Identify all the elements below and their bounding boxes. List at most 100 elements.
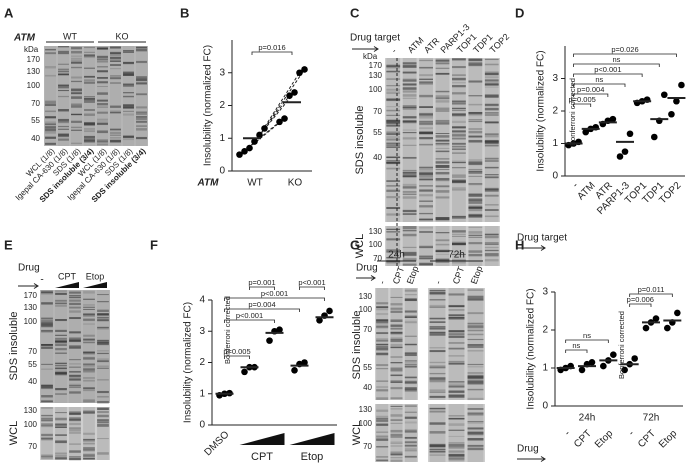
gel-band: [69, 306, 81, 309]
gel-band: [429, 326, 446, 328]
gel-band: [55, 371, 67, 375]
gel-band: [97, 81, 108, 84]
gel-band: [402, 94, 417, 97]
gel-band: [386, 231, 401, 233]
gel-band: [390, 356, 403, 358]
gel-band: [110, 46, 121, 49]
gel-band: [69, 337, 81, 340]
gel-band: [468, 215, 483, 218]
y-tick-label: 3: [542, 287, 548, 298]
gel-band: [484, 176, 499, 179]
bracket: [573, 73, 643, 77]
gel-band: [376, 367, 389, 370]
gel-band: [45, 129, 56, 132]
gel-band: [69, 417, 81, 420]
gel-band: [484, 109, 499, 111]
gel-band: [452, 233, 466, 236]
gel-band: [468, 183, 483, 186]
gel-band: [390, 343, 403, 347]
gel-band: [97, 343, 109, 346]
gel-band: [83, 366, 95, 368]
gel-band: [429, 332, 446, 333]
gel-band: [110, 139, 121, 142]
gel-band: [97, 395, 109, 398]
gel-band: [41, 420, 53, 422]
gel-band: [45, 142, 56, 145]
gel-band: [452, 133, 466, 135]
gel-band: [110, 137, 121, 139]
gel-band: [55, 370, 67, 373]
gel-band: [419, 59, 433, 61]
gel-band: [484, 63, 499, 66]
gel-band: [468, 234, 483, 236]
gel-band: [45, 124, 56, 126]
gel-band: [404, 443, 417, 445]
gel-band: [376, 423, 389, 425]
gel-band: [123, 74, 134, 76]
y-tick-label: 0: [552, 171, 558, 182]
gel-band: [136, 76, 147, 79]
gel-band: [97, 390, 109, 394]
gel-band: [97, 309, 109, 312]
gel-lane: [419, 58, 433, 222]
gel-band: [71, 51, 82, 54]
gel-band: [123, 50, 134, 52]
gel-band: [386, 139, 401, 141]
gel-band: [402, 91, 417, 93]
gel-band: [41, 423, 53, 425]
gel-band: [468, 63, 483, 67]
gel-band: [468, 193, 483, 195]
gel-band: [55, 348, 67, 351]
gel-lane: [71, 46, 82, 146]
x-tick-label: -: [570, 180, 580, 190]
ladder-label: 70: [31, 99, 40, 108]
gel-band: [97, 419, 109, 421]
gel-band: [83, 313, 95, 316]
gel-band: [419, 218, 433, 221]
panel-label: B: [180, 5, 189, 20]
gel-band: [55, 434, 67, 436]
gel-band: [55, 362, 67, 365]
y-tick-label: 0: [542, 401, 548, 412]
gel-band: [390, 331, 403, 334]
gel-band: [136, 48, 147, 52]
gel-band: [419, 59, 433, 62]
x-axis-label: Drug target: [517, 233, 567, 244]
gel-band: [123, 113, 134, 116]
arrow-head: [33, 283, 39, 289]
gel-band: [41, 454, 53, 458]
gel-band: [467, 372, 484, 374]
gel-band: [452, 92, 466, 95]
gel-band: [429, 333, 446, 336]
gel-band: [448, 355, 465, 357]
gel-band: [402, 196, 417, 199]
p-value: p=0.016: [258, 43, 285, 52]
gel-band: [404, 380, 417, 383]
gel-band: [58, 50, 69, 52]
data-point: [652, 315, 660, 322]
data-point: [246, 144, 253, 152]
gel-band: [419, 131, 433, 134]
gel-band: [467, 329, 484, 332]
p-value: p=0.026: [611, 45, 638, 54]
data-point: [286, 92, 293, 99]
gel-band: [97, 111, 108, 114]
gel-band: [376, 364, 389, 366]
gel-band: [386, 257, 401, 259]
gel-band: [435, 62, 450, 65]
gel-band: [435, 122, 450, 125]
gel-band: [376, 332, 389, 334]
gel-band: [435, 172, 450, 175]
gel-band: [386, 180, 401, 182]
gel-band: [448, 314, 465, 317]
gel-band: [404, 387, 417, 390]
gel-band: [45, 137, 56, 139]
gel-band: [41, 407, 53, 409]
gel-band: [97, 66, 108, 68]
gel-band: [429, 304, 446, 307]
data-point: [578, 366, 586, 374]
gel-band: [390, 381, 403, 383]
gel-band: [467, 345, 484, 348]
gel-band: [484, 105, 499, 107]
gel-band: [69, 391, 81, 394]
